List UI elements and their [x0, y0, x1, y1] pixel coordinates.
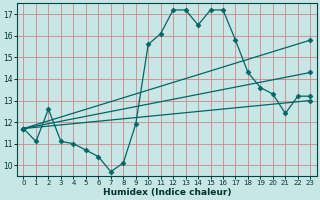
X-axis label: Humidex (Indice chaleur): Humidex (Indice chaleur) — [103, 188, 231, 197]
